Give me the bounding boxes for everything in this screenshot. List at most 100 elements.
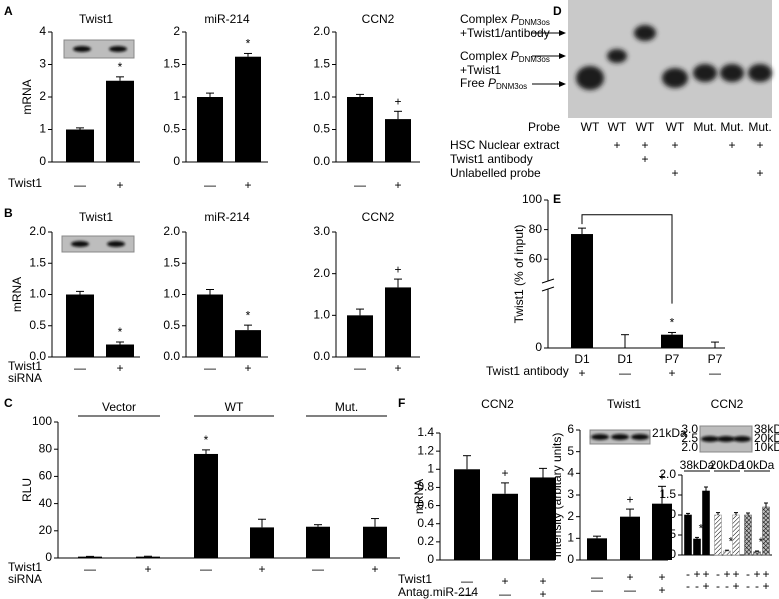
significance-marker: + [626,492,633,506]
chart-title: CCN2 [711,397,744,411]
y-tick-label: 3 [567,487,574,501]
row-label: Twist1 [398,572,432,586]
condition-sign: + [732,579,739,593]
blot-band [591,434,609,440]
condition-sign: — [354,361,366,375]
bar [530,477,556,560]
bar [492,493,518,560]
band-label-text: Complex [460,12,511,26]
blot-band [107,241,125,247]
y-tick-label: 2.0 [313,266,330,280]
row-label: siRNA [8,572,42,586]
condition-sign: — [461,587,473,599]
condition-sign: + [728,138,735,152]
condition-sign: - [755,579,759,593]
blot-tick-label: 3.0 [681,422,698,436]
legend-label: 20kDa [710,458,745,472]
condition-sign: — [461,574,473,588]
bar [66,294,94,357]
gel-band [607,49,627,63]
condition-sign: + [626,570,633,584]
lane-label: WT [666,120,685,134]
y-tick-label: 4 [39,24,46,38]
probe-name: P [488,76,496,90]
y-axis-label: mRNA [20,79,34,114]
blot-tick-label: 2.5 [681,431,698,445]
condition-sign: — [354,178,366,192]
y-tick-label: 1.0 [659,507,676,521]
bar [306,526,330,558]
bar [106,344,134,357]
condition-sign: + [394,178,401,192]
y-axis-label: Twist1 (% of input) [512,225,526,324]
probe-subscript: DNM3os [519,55,550,64]
chart-title: Twist1 [79,12,113,26]
y-tick-label: 0.8 [417,480,434,494]
bar [235,56,261,163]
significance-marker: * [246,37,251,51]
condition-sign: — [619,366,631,380]
bar [753,551,761,556]
blot [61,235,135,253]
significance-marker: * [670,316,675,330]
blot-band [733,436,751,442]
y-tick-label: 40 [39,496,53,510]
panel-label: D [553,4,562,18]
chart-title: CCN2 [362,12,395,26]
y-tick-label: 1 [427,461,434,475]
bar [723,550,731,556]
condition-sign: — [499,587,511,599]
condition-sign: + [723,567,730,581]
gel-band [576,66,604,90]
bar [454,469,480,560]
condition-sign: + [144,562,151,576]
y-tick-label: 1.5 [163,255,180,269]
y-tick-label: 0.0 [313,349,330,363]
significance-marker: + [658,470,665,484]
blot-band [631,434,649,440]
condition-sign: — [84,562,96,576]
x-tick-label: D1 [574,352,590,366]
condition-sign: - [725,579,729,593]
y-tick-label: 80 [39,441,53,455]
blot-tick-label: 2.0 [681,440,698,454]
y-tick-label: 1.0 [163,287,180,301]
chart-title: CCN2 [481,397,514,411]
y-tick-label: 60 [39,469,53,483]
bar [363,526,387,558]
axis-break [543,281,553,289]
gel-band [662,68,688,88]
condition-sign: — [591,570,603,584]
y-tick-label: 3.0 [313,224,330,238]
band-label-text: Free [460,76,488,90]
bar [714,514,722,556]
condition-sign: — [204,361,216,375]
significance-marker: * [118,325,123,339]
condition-sign: — [204,178,216,192]
y-tick-label: 1 [173,89,180,103]
condition-sign: + [244,361,251,375]
y-axis-label: mRNA [10,277,24,312]
axis-break-mark [541,278,555,284]
condition-sign: — [709,366,721,380]
y-tick-label: 0.0 [313,154,330,168]
y-tick-label: 0 [427,552,434,566]
significance-marker: * [118,60,123,74]
blot-label: 38kDa [754,422,779,436]
y-tick-label: 5 [567,444,574,458]
y-tick-label: 0 [567,552,574,566]
condition-sign: - [716,567,720,581]
y-tick-label: 4 [567,466,574,480]
gel-band [720,64,744,82]
y-tick-label: 0 [39,154,46,168]
panel-label: A [4,4,13,18]
y-tick-label: 2.0 [313,24,330,38]
significance-marker: * [729,534,734,548]
band-label-text: Complex [460,49,511,63]
bar [587,538,607,560]
row-label: Twist1 antibody [486,364,569,378]
row-label: Antag.miR-214 [398,585,478,599]
y-tick-label: 0 [45,550,52,564]
blot-band [109,46,127,52]
